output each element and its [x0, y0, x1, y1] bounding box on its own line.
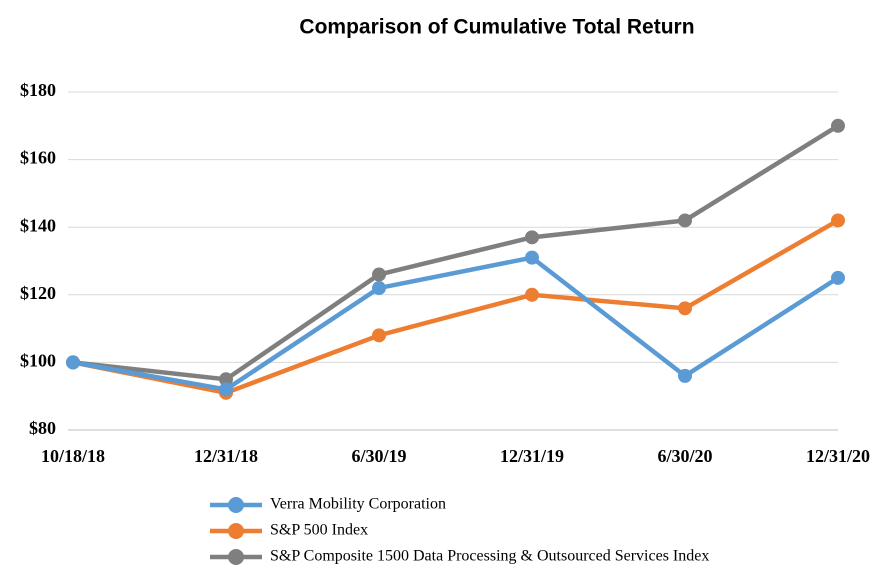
legend-label: S&P Composite 1500 Data Processing & Out…: [270, 548, 709, 565]
x-tick-label: 6/30/20: [657, 446, 712, 466]
data-point: [678, 368, 692, 383]
series-line: [72, 218, 840, 396]
legend-label: S&P 500 Index: [270, 522, 368, 539]
legend-marker: [228, 523, 244, 539]
y-tick-label: $180: [20, 80, 56, 100]
y-tick-label: $160: [20, 148, 56, 168]
data-point: [525, 250, 539, 265]
y-tick-label: $140: [20, 215, 56, 235]
data-point: [372, 281, 386, 296]
data-point: [525, 230, 539, 245]
data-point: [372, 267, 386, 282]
data-point: [831, 213, 845, 228]
data-point: [831, 270, 845, 285]
x-tick-label: 6/30/19: [351, 446, 406, 466]
series-line: [72, 123, 840, 382]
data-point: [372, 328, 386, 343]
y-tick-label: $80: [29, 418, 56, 438]
data-point: [831, 118, 845, 133]
data-point: [219, 372, 233, 387]
data-point: [66, 355, 80, 370]
x-tick-label: 12/31/19: [500, 446, 564, 466]
legend-marker: [228, 549, 244, 565]
data-point: [678, 301, 692, 316]
data-point: [678, 213, 692, 228]
x-tick-label: 12/31/20: [806, 446, 870, 466]
legend-marker: [228, 497, 244, 513]
legend-label: Verra Mobility Corporation: [270, 496, 446, 513]
x-tick-label: 12/31/18: [194, 446, 258, 466]
x-tick-label: 10/18/18: [41, 446, 105, 466]
series-line: [72, 255, 840, 392]
y-tick-label: $120: [20, 283, 56, 303]
chart-title: Comparison of Cumulative Total Return: [299, 16, 694, 39]
data-point: [525, 287, 539, 302]
y-tick-label: $100: [20, 351, 56, 371]
data-point: [219, 382, 233, 397]
